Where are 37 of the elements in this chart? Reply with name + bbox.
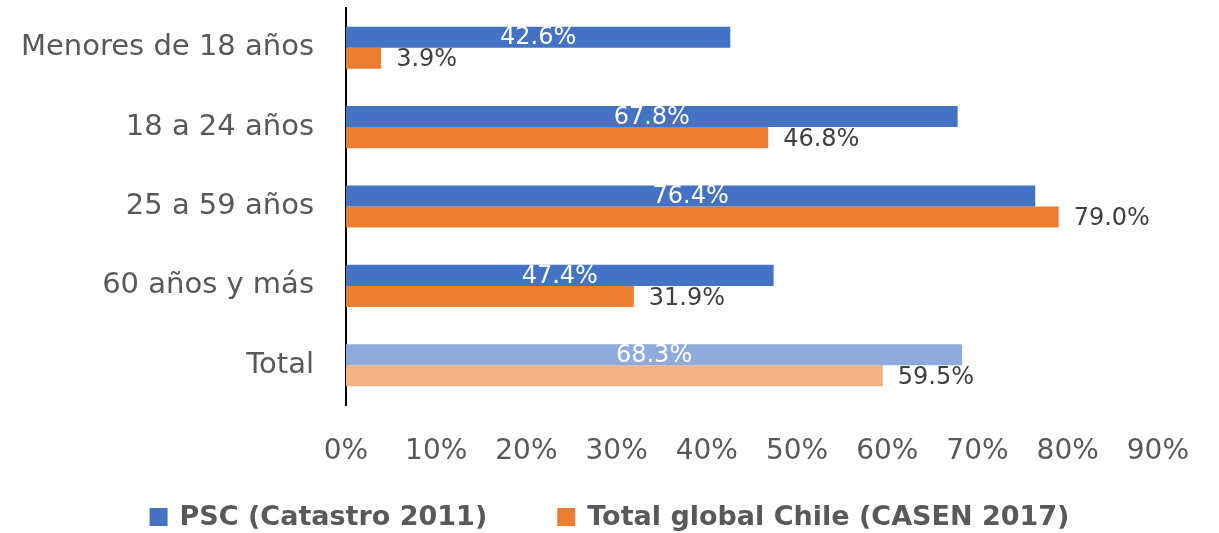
x-tick-label: 0% xyxy=(323,433,369,467)
data-label: 42.6% xyxy=(500,22,577,51)
y-tick-label: 25 a 59 años xyxy=(125,187,314,222)
legend-label: PSC (Catastro 2011) xyxy=(179,500,488,532)
bar xyxy=(346,344,963,366)
bar xyxy=(346,206,1059,228)
data-label: 47.4% xyxy=(521,260,598,289)
bar xyxy=(346,264,774,286)
x-tick-label: 90% xyxy=(1126,433,1189,467)
data-label: 59.5% xyxy=(897,362,974,391)
y-tick-label: Total xyxy=(245,345,314,380)
legend-label: Total global Chile (CASEN 2017) xyxy=(587,500,1070,532)
data-label: 46.8% xyxy=(783,123,860,152)
y-tick-label: Menores de 18 años xyxy=(20,28,314,63)
x-tick-label: 80% xyxy=(1036,433,1099,467)
y-tick-label: 60 años y más xyxy=(102,266,314,301)
bar xyxy=(346,285,634,307)
x-tick-label: 30% xyxy=(585,433,648,467)
bar xyxy=(346,47,382,69)
x-tick-label: 70% xyxy=(946,433,1009,467)
bar xyxy=(346,26,731,48)
data-label: 76.4% xyxy=(652,181,729,210)
bar xyxy=(346,106,958,128)
x-tick-label: 10% xyxy=(405,433,468,467)
bar xyxy=(346,365,883,387)
data-label: 31.9% xyxy=(648,282,726,311)
bar xyxy=(346,185,1036,207)
data-label: 67.8% xyxy=(613,101,690,130)
x-tick-label: 40% xyxy=(675,433,738,467)
y-tick-label: 18 a 24 años xyxy=(125,107,314,142)
x-tick-label: 20% xyxy=(495,433,558,467)
data-label: 79.0% xyxy=(1073,203,1150,232)
bar xyxy=(346,127,769,149)
x-tick-label: 50% xyxy=(765,433,829,467)
x-tick-label: 60% xyxy=(856,433,919,467)
data-label: 68.3% xyxy=(615,340,693,369)
data-label: 3.9% xyxy=(396,44,458,73)
